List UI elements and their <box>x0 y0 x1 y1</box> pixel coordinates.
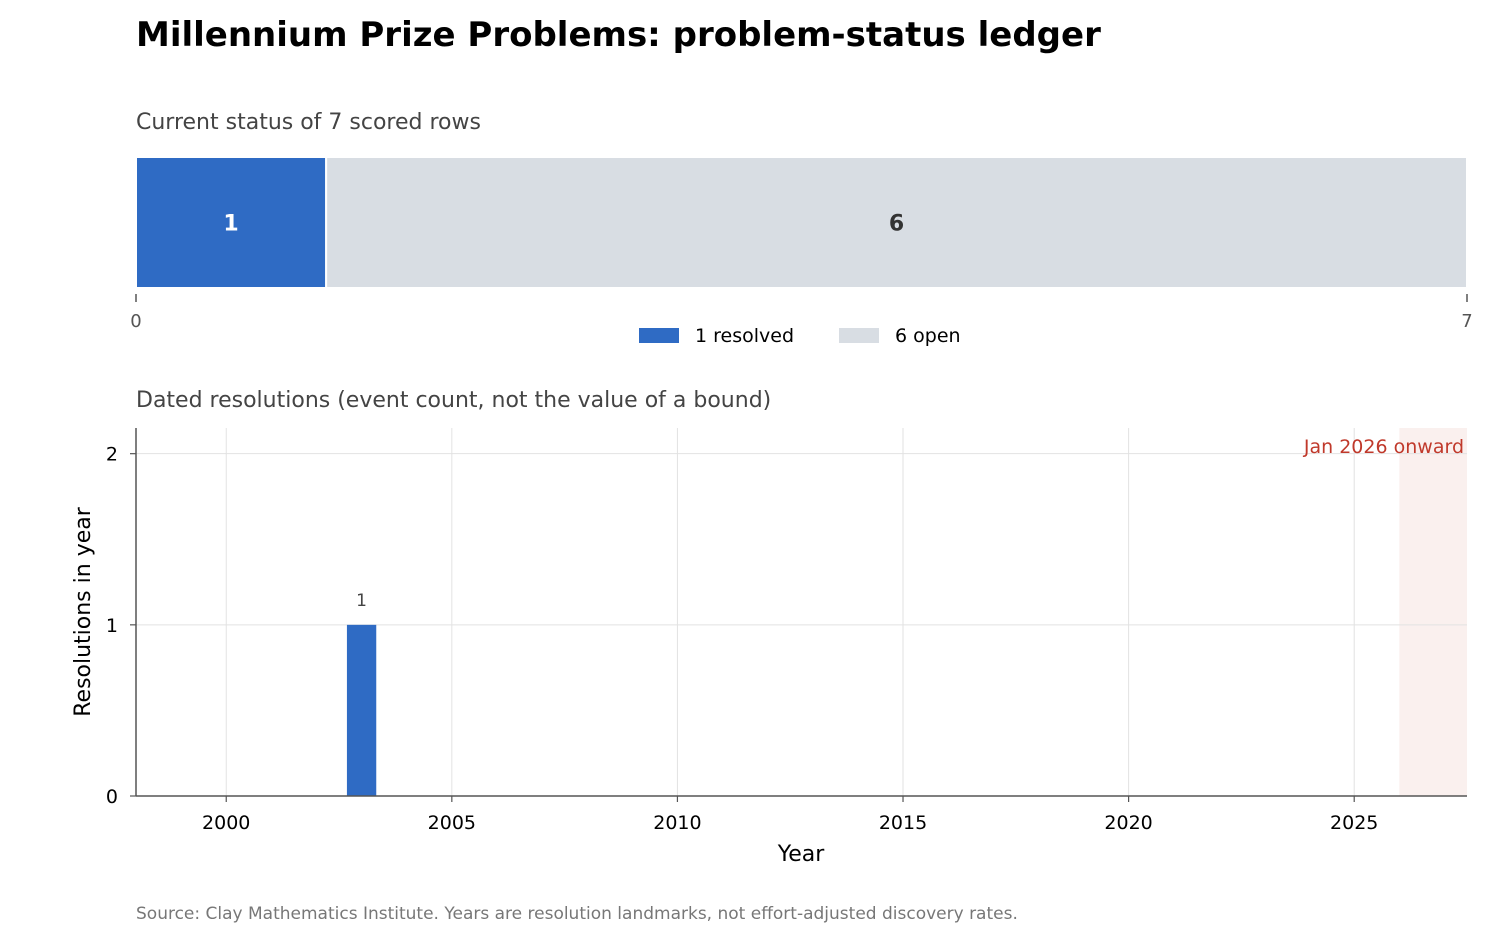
x-tick-label-2010: 2010 <box>653 812 701 834</box>
resolution-bar-2003 <box>346 624 377 796</box>
status-tick-label-end: 7 <box>1461 311 1472 332</box>
x-tick-label-2020: 2020 <box>1104 812 1152 834</box>
status-segment-label-resolved: 1 <box>223 212 238 237</box>
y-tick-label-0: 0 <box>106 786 118 808</box>
y-axis-title: Resolutions in year <box>71 506 96 716</box>
source-note: Source: Clay Mathematics Institute. Year… <box>136 904 1018 924</box>
x-axis-title: Year <box>777 842 826 867</box>
status-axis: 0 7 <box>130 294 1473 332</box>
resolutions-plot: 1 2000 2005 2010 2015 2020 2025 0 1 2 Jan 2026 onw… <box>106 428 1467 834</box>
x-tick-label-2000: 2000 <box>202 812 250 834</box>
status-segment-resolved <box>135 156 328 289</box>
future-shaded-region <box>1399 428 1467 796</box>
resolution-bar-label-2003: 1 <box>356 591 367 611</box>
status-subtitle: Current status of 7 scored rows <box>136 110 481 135</box>
chart-title: Millennium Prize Problems: problem-statu… <box>136 15 1101 55</box>
resolutions-panel: Dated resolutions (event count, not the … <box>71 388 1467 867</box>
status-tick-label-start: 0 <box>130 311 141 332</box>
future-region-label: Jan 2026 onward <box>1303 436 1464 458</box>
status-segment-label-open: 6 <box>889 212 904 237</box>
legend-swatch-resolved <box>639 328 679 343</box>
status-legend: 1 resolved 6 open <box>639 325 961 347</box>
legend-label-open: 6 open <box>895 325 961 347</box>
x-tick-label-2005: 2005 <box>428 812 476 834</box>
legend-swatch-open <box>839 328 879 343</box>
x-tick-label-2015: 2015 <box>879 812 927 834</box>
legend-label-resolved: 1 resolved <box>695 325 794 347</box>
resolutions-subtitle: Dated resolutions (event count, not the … <box>136 388 771 413</box>
x-tick-label-2025: 2025 <box>1330 812 1378 834</box>
status-segment-open <box>325 156 1469 289</box>
y-tick-label-1: 1 <box>106 615 118 637</box>
y-tick-label-2: 2 <box>106 444 118 466</box>
